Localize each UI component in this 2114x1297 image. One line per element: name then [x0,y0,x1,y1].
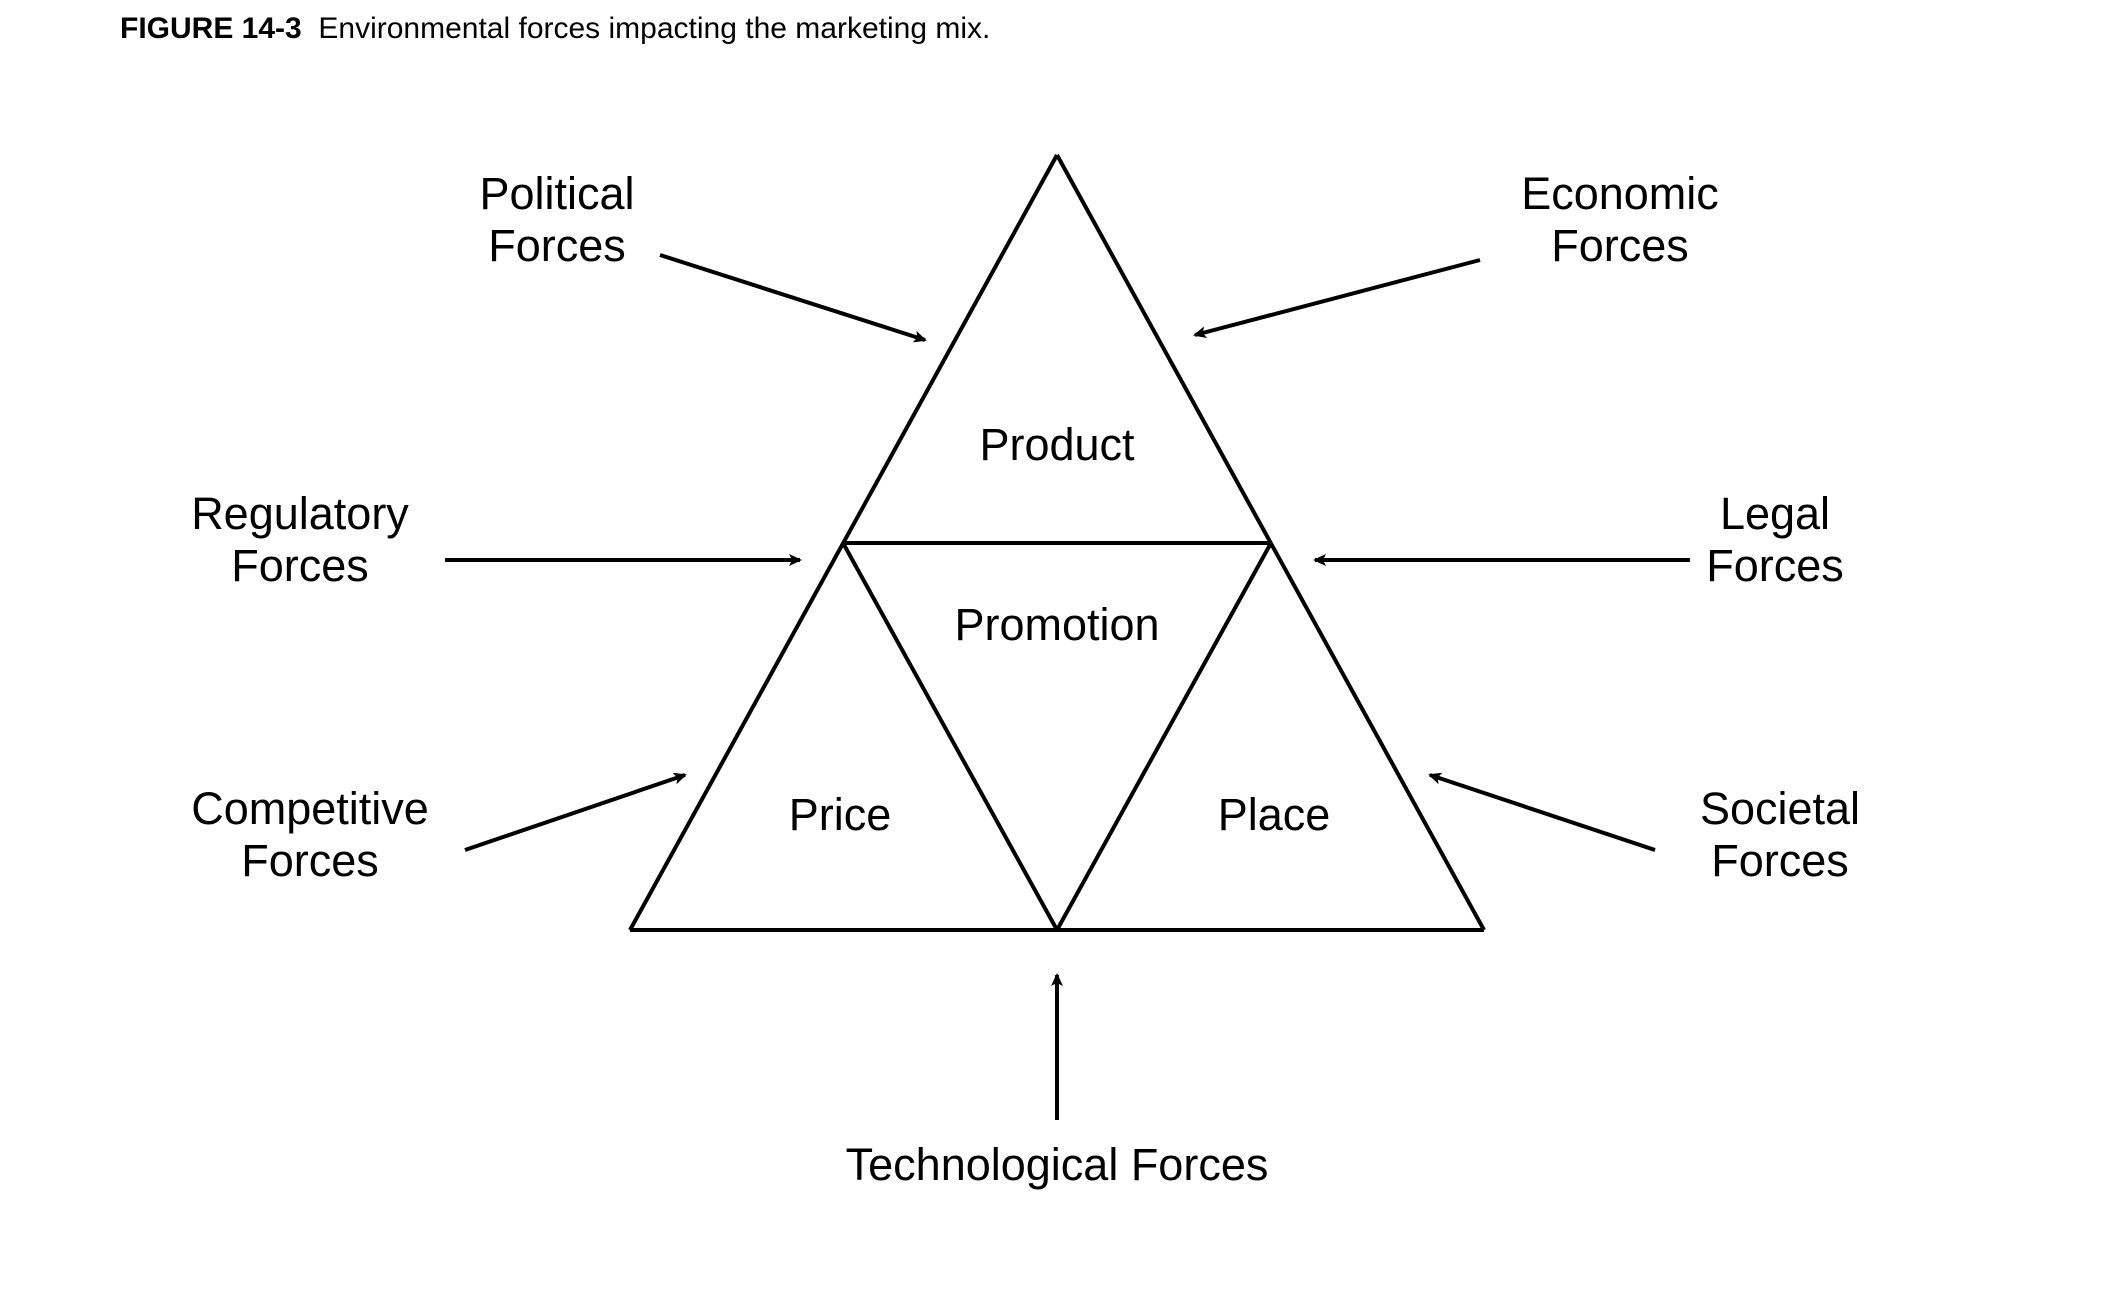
arrow-political [660,255,925,340]
force-label-economic: EconomicForces [1521,168,1719,271]
figure-caption: FIGURE 14-3 Environmental forces impacti… [120,12,990,46]
figure-number: FIGURE 14-3 [120,12,302,45]
force-label-competitive: CompetitiveForces [191,783,429,886]
label-product: Product [979,419,1135,470]
diagram-svg: Product Promotion Price Place PoliticalF… [0,60,2114,1292]
marketing-mix-diagram: Product Promotion Price Place PoliticalF… [0,60,2114,1292]
triangle-outline [630,155,1484,930]
label-price: Price [789,789,892,840]
figure-title: Environmental forces impacting the marke… [318,12,990,45]
force-label-regulatory: RegulatoryForces [191,488,409,591]
arrow-economic [1195,260,1480,335]
force-label-technological: Technological Forces [846,1139,1269,1190]
label-promotion: Promotion [954,599,1159,650]
arrow-societal [1430,775,1655,850]
label-place: Place [1218,789,1331,840]
force-label-societal: SocietalForces [1700,783,1860,886]
force-label-legal: LegalForces [1706,488,1844,591]
force-label-political: PoliticalForces [479,168,634,271]
arrow-competitive [465,775,685,850]
